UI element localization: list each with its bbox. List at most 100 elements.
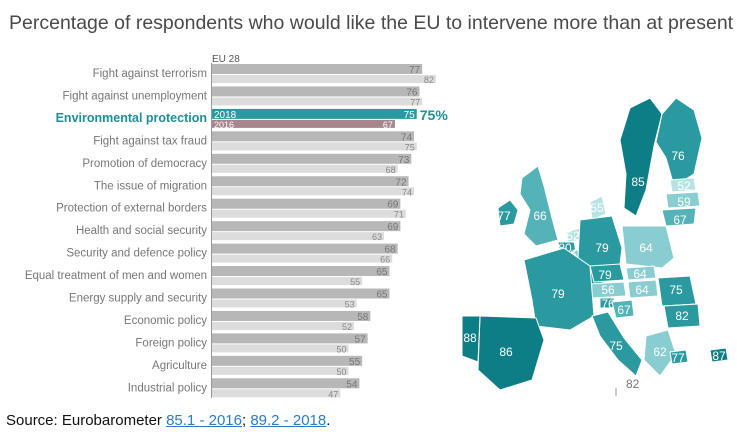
bar-2016 [212,119,395,128]
bar-2018 [212,310,371,321]
value-label-2018: 54 [346,379,358,390]
category-label: Health and social security [76,225,207,237]
value-label-2016: 66 [380,255,390,265]
value-label-2016: 74 [402,187,412,197]
region-value-label: 76 [601,297,615,311]
category-label: Agriculture [152,360,207,372]
region-value-label: 77 [671,351,685,365]
region-czechia [589,263,625,283]
category-label: Fight against terrorism [93,68,207,80]
category-label: Foreign policy [135,337,207,349]
value-label-2016: 63 [372,232,382,242]
bar-2018 [212,266,390,277]
region-estonia [669,177,697,193]
value-label-2018: 58 [357,312,369,323]
region-value-label: 67 [673,213,687,227]
bar-2016 [212,209,406,218]
region-value-label: 79 [551,287,565,301]
value-label-2018: 57 [354,334,366,345]
category-label: Security and defence policy [66,248,207,260]
region-latvia [665,191,701,209]
region-lithuania [661,207,697,227]
source-separator: ; [241,412,251,429]
value-label-2016: 77 [410,97,420,107]
source-note: Source: Eurobarometer 85.1 - 2016; 89.2 … [6,412,330,429]
region-portugal [461,315,481,363]
value-label-2018: 75 [404,110,416,121]
value-label-2018: 69 [387,200,399,211]
value-label-2016: 75 [405,142,415,152]
bar-2016 [212,389,341,398]
bar-2016 [212,97,423,106]
region-greece [643,329,677,377]
value-label-2016: 55 [350,277,360,287]
value-label-2018: 55 [349,357,361,368]
bar-2016 [212,187,415,196]
region-value-label: 88 [463,331,477,345]
region-value-label: 66 [533,209,547,223]
value-label-2018: 74 [401,132,413,143]
region-spain [477,315,545,391]
region-cyprus [709,347,729,363]
region-poland [621,225,675,269]
value-label-2018: 77 [409,65,421,76]
legend-eu28: EU 28 [212,54,240,65]
bar-2018 [212,333,368,344]
bar-2018 [212,86,420,97]
bar-2018 [212,221,401,232]
value-label-2016: 50 [336,367,346,377]
category-label: Environmental protection [56,111,207,125]
inset-value-label: 82 [626,377,640,391]
series-label-2016: 2016 [214,120,234,130]
value-label-2018: 65 [376,267,388,278]
source-link-2016[interactable]: 85.1 - 2016 [166,412,242,429]
region-value-label: 79 [598,268,612,282]
region-value-label: 75 [609,339,623,353]
region-value-label: 64 [639,241,653,255]
value-label-2018: 65 [376,290,388,301]
category-label: Fight against tax fraud [93,135,207,147]
value-label-2018: 73 [398,155,410,166]
region-value-label: 76 [671,149,685,163]
region-finland [655,97,703,187]
value-label-2018: 76 [406,87,418,98]
bar-2018 [212,108,417,119]
region-united-kingdom [519,165,559,247]
source-prefix: Source: Eurobarometer [6,412,167,429]
region-value-label: 52 [677,179,691,193]
region-value-label: 67 [617,303,631,317]
bar-2018 [212,243,398,254]
value-label-2018: 69 [387,222,399,233]
value-label-2016: 53 [345,300,355,310]
category-label: Protection of external borders [56,203,207,215]
bar-2018 [212,198,401,209]
region-value-label: 85 [631,175,645,189]
bar-2018 [212,288,390,299]
value-label-2016: 68 [386,165,396,175]
category-label: Promotion of democracy [82,158,207,170]
region-france [523,247,595,331]
bar-2016 [212,75,436,83]
source-link-2018[interactable]: 89.2 - 2018 [250,412,327,429]
category-label: Energy supply and security [69,293,207,305]
bar-2016 [212,321,354,330]
highlight-value: 75% [420,107,449,123]
bar-2016 [212,344,349,353]
region-value-label: 86 [499,345,513,359]
region-hungary [627,279,659,299]
bar-2016 [212,232,384,241]
region-ireland [497,199,519,227]
bar-2018 [212,131,415,142]
region-value-label: 64 [635,283,649,297]
series-label-2018: 2018 [214,110,237,121]
region-value-label: 75 [669,283,683,297]
region-value-label: 79 [595,241,609,255]
bar-2018 [212,355,363,366]
region-sweden [619,97,663,217]
bar-2018 [212,176,409,187]
category-label: Fight against unemployment [63,90,208,102]
region-italy [591,311,643,377]
value-label-2018: 72 [395,177,407,188]
region-value-label: 52 [566,229,580,243]
